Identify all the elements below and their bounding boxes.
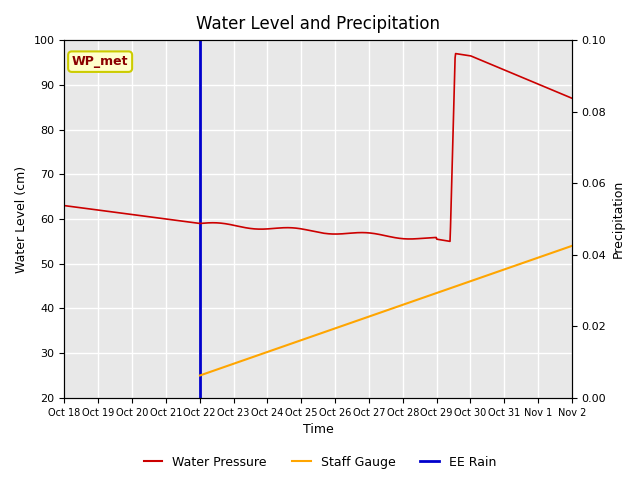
Title: Water Level and Precipitation: Water Level and Precipitation [196, 15, 440, 33]
Y-axis label: Water Level (cm): Water Level (cm) [15, 166, 28, 273]
Legend: Water Pressure, Staff Gauge, EE Rain: Water Pressure, Staff Gauge, EE Rain [139, 451, 501, 474]
X-axis label: Time: Time [303, 423, 333, 436]
Y-axis label: Precipitation: Precipitation [612, 180, 625, 258]
Text: WP_met: WP_met [72, 55, 129, 68]
